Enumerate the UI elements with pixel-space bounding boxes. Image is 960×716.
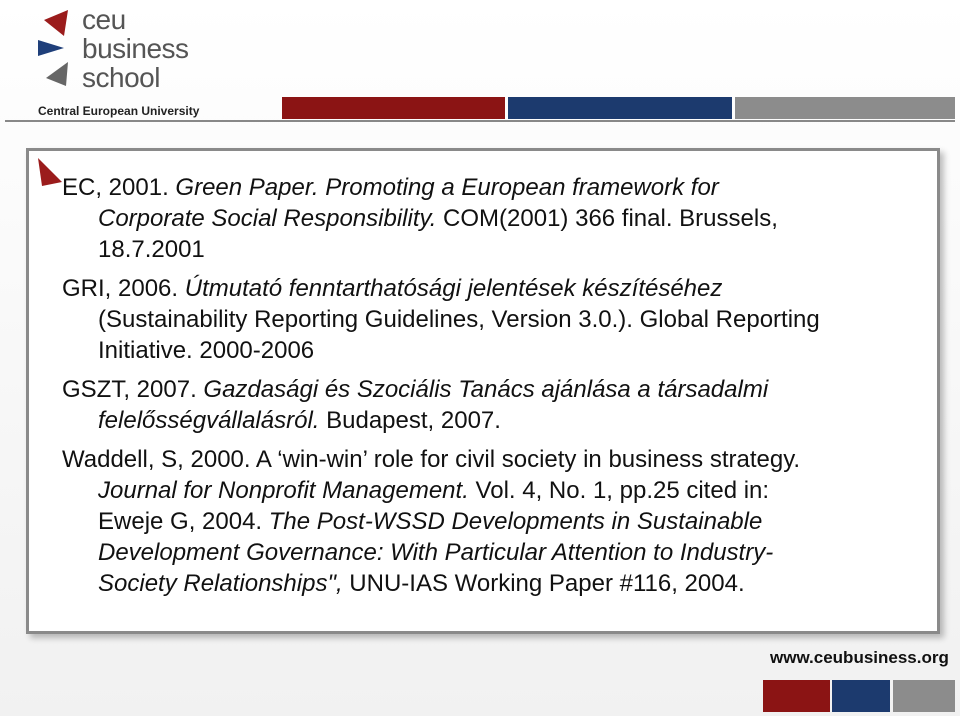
- reference-line: GRI, 2006. Útmutató fenntarthatósági jel…: [62, 273, 820, 304]
- logo-blue: [38, 40, 64, 56]
- text-segment: (Sustainability Reporting Guidelines, Ve…: [98, 306, 820, 333]
- bar-blue: [508, 97, 732, 119]
- text-segment: Green Paper. Promoting a European framew…: [175, 174, 719, 201]
- text-segment: Initiative. 2000-2006: [98, 337, 315, 364]
- reference-line: GSZT, 2007. Gazdasági és Szociális Tanác…: [62, 374, 820, 405]
- references: EC, 2001. Green Paper. Promoting a Europ…: [62, 172, 820, 607]
- logo-text: school: [82, 62, 160, 93]
- reference-line: Eweje G, 2004. The Post-WSSD Development…: [62, 506, 820, 537]
- text-segment: Corporate Social Responsibility.: [98, 205, 437, 232]
- logo-text: ceu: [82, 4, 126, 35]
- reference: GSZT, 2007. Gazdasági és Szociális Tanác…: [62, 374, 820, 436]
- reference-line: felelősségvállalásról. Budapest, 2007.: [62, 405, 820, 436]
- logo-text: business: [82, 33, 189, 64]
- foot-gray: [893, 680, 955, 712]
- text-segment: Útmutató fenntarthatósági jelentések kés…: [184, 275, 723, 302]
- foot-red: [763, 680, 830, 712]
- text-segment: EC, 2001.: [62, 174, 176, 201]
- reference-line: 18.7.2001: [62, 234, 820, 265]
- logo-red: [44, 10, 68, 36]
- rule: [5, 120, 955, 122]
- text-segment: COM(2001) 366 final. Brussels,: [436, 205, 778, 232]
- logo-gray: [46, 62, 68, 86]
- reference-line: Journal for Nonprofit Management. Vol. 4…: [62, 475, 820, 506]
- text-segment: Journal for Nonprofit Management.: [98, 477, 469, 504]
- foot-blue: [832, 680, 890, 712]
- university: Central European University: [38, 104, 200, 118]
- text-segment: felelősségvállalásról.: [98, 407, 320, 434]
- content-box: [26, 148, 940, 634]
- reference: EC, 2001. Green Paper. Promoting a Europ…: [62, 172, 820, 265]
- text-segment: Society Relationships",: [98, 570, 343, 597]
- reference-line: (Sustainability Reporting Guidelines, Ve…: [62, 304, 820, 335]
- bullet: [38, 158, 62, 186]
- reference-line: Waddell, S, 2000. A ‘win-win’ role for c…: [62, 444, 820, 475]
- reference: GRI, 2006. Útmutató fenntarthatósági jel…: [62, 273, 820, 366]
- footer-url: www.ceubusiness.org: [770, 648, 949, 667]
- text-segment: GRI, 2006.: [62, 275, 185, 302]
- text-segment: UNU-IAS Working Paper #116, 2004.: [342, 570, 745, 597]
- text-segment: 18.7.2001: [98, 236, 205, 263]
- text-segment: Development Governance: With Particular …: [98, 539, 774, 566]
- reference-line: Corporate Social Responsibility. COM(200…: [62, 203, 820, 234]
- bar-red: [282, 97, 505, 119]
- text-segment: Waddell, S, 2000. A ‘win-win’ role for c…: [62, 446, 801, 473]
- reference-line: Initiative. 2000-2006: [62, 335, 820, 366]
- text-segment: The Post-WSSD Developments in Sustainabl…: [268, 508, 763, 535]
- text-segment: Budapest, 2007.: [319, 407, 501, 434]
- text-segment: GSZT, 2007.: [62, 376, 204, 403]
- reference-line: Society Relationships", UNU-IAS Working …: [62, 568, 820, 599]
- bullet-triangle: [38, 158, 62, 186]
- reference: Waddell, S, 2000. A ‘win-win’ role for c…: [62, 444, 820, 599]
- text-segment: Eweje G, 2004.: [98, 508, 269, 535]
- text-segment: Vol. 4, No. 1, pp.25 cited in:: [468, 477, 770, 504]
- reference-line: Development Governance: With Particular …: [62, 537, 820, 568]
- reference-line: EC, 2001. Green Paper. Promoting a Europ…: [62, 172, 820, 203]
- text-segment: Gazdasági és Szociális Tanács ajánlása a…: [203, 376, 769, 403]
- bar-gray: [735, 97, 955, 119]
